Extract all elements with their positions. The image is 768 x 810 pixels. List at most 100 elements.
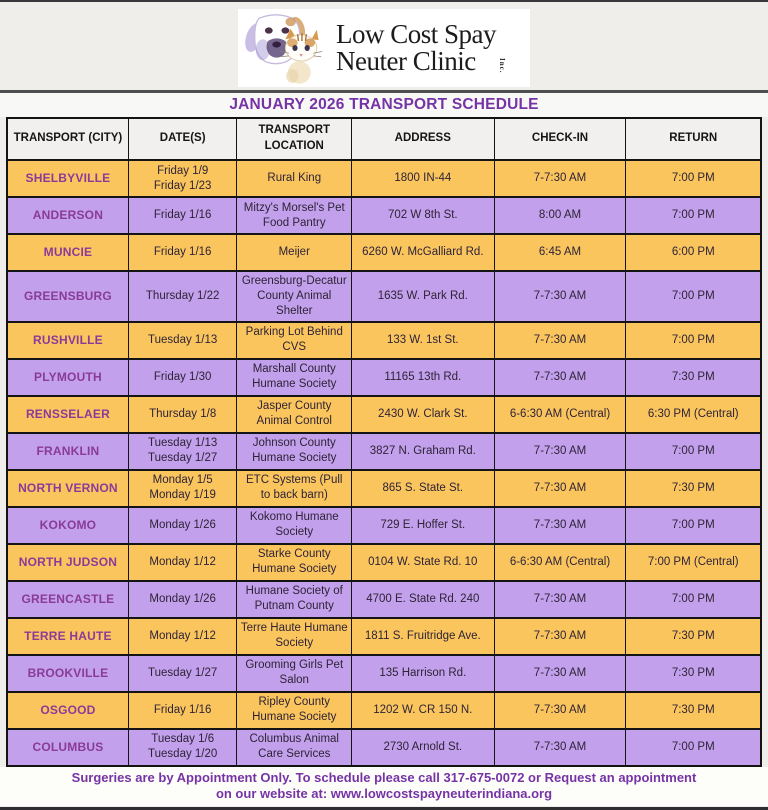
location-cell: Columbus Animal Care Services <box>236 727 353 767</box>
location-cell: Humane Society of Putnam County <box>236 579 353 619</box>
location-cell: Mitzy's Morsel's Pet Food Pantry <box>236 196 353 235</box>
address-cell: 0104 W. State Rd. 10 <box>351 542 495 582</box>
table-row: GREENSBURG Thursday 1/22 Greensburg-Deca… <box>6 270 762 323</box>
dates-cell: Friday 1/16 <box>127 690 238 730</box>
city-cell: GREENCASTLE <box>6 579 129 619</box>
address-cell: 133 W. 1st St. <box>351 320 495 360</box>
table-header-row: TRANSPORT (CITY) DATE(S) TRANSPORT LOCATIO… <box>6 117 762 161</box>
location-cell: Grooming Girls Pet Salon <box>236 653 353 693</box>
address-cell: 729 E. Hoffer St. <box>351 505 495 545</box>
checkin-cell: 8:00 AM <box>493 196 627 235</box>
footer-line1: Surgeries are by Appointment Only. To sc… <box>71 769 697 785</box>
checkin-cell: 7-7:30 AM <box>493 320 627 360</box>
schedule-table-body: SHELBYVILLE Friday 1/9 Friday 1/23 Rural … <box>6 159 762 767</box>
table-row: MUNCIE Friday 1/16 Meijer 6260 W. McGall… <box>6 233 762 272</box>
return-cell: 7:00 PM <box>625 505 762 545</box>
return-cell: 7:30 PM <box>625 357 762 397</box>
address-cell: 1800 IN-44 <box>351 159 495 198</box>
dates-cell: Monday 1/26 <box>127 505 238 545</box>
dates-cell: Monday 1/26 <box>127 579 238 619</box>
dates-cell: Thursday 1/22 <box>127 270 238 323</box>
checkin-cell: 7-7:30 AM <box>493 690 627 730</box>
address-cell: 3827 N. Graham Rd. <box>351 431 495 471</box>
dates-cell: Thursday 1/8 <box>127 394 238 434</box>
return-cell: 7:00 PM <box>625 270 762 323</box>
date-line: Tuesday 1/6 <box>151 733 215 746</box>
date-line: Monday 1/26 <box>149 518 216 531</box>
city-cell: RENSSELAER <box>6 394 129 434</box>
address-cell: 865 S. State St. <box>351 468 495 508</box>
column-header: DATE(S) <box>127 117 238 161</box>
return-cell: 7:00 PM (Central) <box>625 542 762 582</box>
dates-cell: Tuesday 1/27 <box>127 653 238 693</box>
address-cell: 1202 W. CR 150 N. <box>351 690 495 730</box>
return-cell: 7:00 PM <box>625 196 762 235</box>
table-row: COLUMBUS Tuesday 1/6 Tuesday 1/20 Columbu… <box>6 727 762 767</box>
date-line: Tuesday 1/13 <box>148 333 218 346</box>
clinic-name: Low Cost Spay Neuter Clinic Inc. <box>336 21 506 76</box>
return-cell: 7:30 PM <box>625 653 762 693</box>
location-cell: Jasper County Animal Control <box>236 394 353 434</box>
date-line: Tuesday 1/13 <box>148 437 218 450</box>
dates-cell: Tuesday 1/13 Tuesday 1/27 <box>127 431 238 471</box>
title-band: JANUARY 2026 TRANSPORT SCHEDULE <box>0 90 768 117</box>
return-cell: 7:00 PM <box>625 579 762 619</box>
location-cell: Parking Lot Behind CVS <box>236 320 353 360</box>
checkin-cell: 7-7:30 AM <box>493 653 627 693</box>
checkin-cell: 7-7:30 AM <box>493 468 627 508</box>
table-row: KOKOMO Monday 1/26 Kokomo Humane Society… <box>6 505 762 545</box>
checkin-cell: 7-7:30 AM <box>493 616 627 656</box>
address-cell: 2430 W. Clark St. <box>351 394 495 434</box>
column-header: TRANSPORT (CITY) <box>6 117 129 161</box>
date-line: Monday 1/26 <box>149 592 216 605</box>
appointment-footer: Surgeries are by Appointment Only. To sc… <box>0 766 768 807</box>
column-header: ADDRESS <box>351 117 495 161</box>
clinic-name-suffix: Inc. <box>498 57 507 73</box>
checkin-cell: 7-7:30 AM <box>493 357 627 397</box>
city-cell: NORTH JUDSON <box>6 542 129 582</box>
address-cell: 135 Harrison Rd. <box>351 653 495 693</box>
date-line: Friday 1/30 <box>153 370 212 383</box>
dog-and-cat-logo-icon <box>245 14 323 84</box>
dates-cell: Friday 1/30 <box>127 357 238 397</box>
clinic-name-line2: Neuter Clinic <box>336 46 476 76</box>
transport-schedule-table: TRANSPORT (CITY) DATE(S) TRANSPORT LOCATIO… <box>6 117 762 767</box>
table-row: RENSSELAER Thursday 1/8 Jasper County An… <box>6 394 762 434</box>
return-cell: 7:00 PM <box>625 320 762 360</box>
city-cell: COLUMBUS <box>6 727 129 767</box>
column-header: TRANSPORT LOCATION <box>236 117 353 161</box>
location-cell: Starke County Humane Society <box>236 542 353 582</box>
address-cell: 4700 E. State Rd. 240 <box>351 579 495 619</box>
checkin-cell: 7-7:30 AM <box>493 431 627 471</box>
table-row: RUSHVILLE Tuesday 1/13 Parking Lot Behin… <box>6 320 762 360</box>
table-row: NORTH VERNON Monday 1/5 Monday 1/19 ETC S… <box>6 468 762 508</box>
location-cell: Meijer <box>236 233 353 272</box>
clinic-logo: Low Cost Spay Neuter Clinic Inc. <box>238 9 530 87</box>
checkin-cell: 7-7:30 AM <box>493 579 627 619</box>
date-line: Monday 1/12 <box>149 555 216 568</box>
dates-cell: Tuesday 1/6 Tuesday 1/20 <box>127 727 238 767</box>
table-row: TERRE HAUTE Monday 1/12 Terre Haute Huma… <box>6 616 762 656</box>
table-row: FRANKLIN Tuesday 1/13 Tuesday 1/27 Johnso… <box>6 431 762 471</box>
return-cell: 7:00 PM <box>625 159 762 198</box>
city-cell: MUNCIE <box>6 233 129 272</box>
checkin-cell: 6:45 AM <box>493 233 627 272</box>
date-line: Monday 1/12 <box>149 629 216 642</box>
checkin-cell: 6-6:30 AM (Central) <box>493 394 627 434</box>
return-cell: 7:30 PM <box>625 468 762 508</box>
page-title: JANUARY 2026 TRANSPORT SCHEDULE <box>229 96 539 113</box>
date-line: Friday 1/16 <box>153 246 212 259</box>
date-line: Friday 1/16 <box>153 209 212 222</box>
date-line: Monday 1/5 <box>152 474 213 487</box>
address-cell: 1635 W. Park Rd. <box>351 270 495 323</box>
return-cell: 7:30 PM <box>625 616 762 656</box>
checkin-cell: 7-7:30 AM <box>493 727 627 767</box>
date-line: Thursday 1/8 <box>149 407 217 420</box>
date-line: Thursday 1/22 <box>145 289 220 302</box>
city-cell: TERRE HAUTE <box>6 616 129 656</box>
dates-cell: Friday 1/16 <box>127 233 238 272</box>
location-cell: Rural King <box>236 159 353 198</box>
table-row: GREENCASTLE Monday 1/26 Humane Society o… <box>6 579 762 619</box>
location-cell: Terre Haute Humane Society <box>236 616 353 656</box>
return-cell: 7:00 PM <box>625 431 762 471</box>
